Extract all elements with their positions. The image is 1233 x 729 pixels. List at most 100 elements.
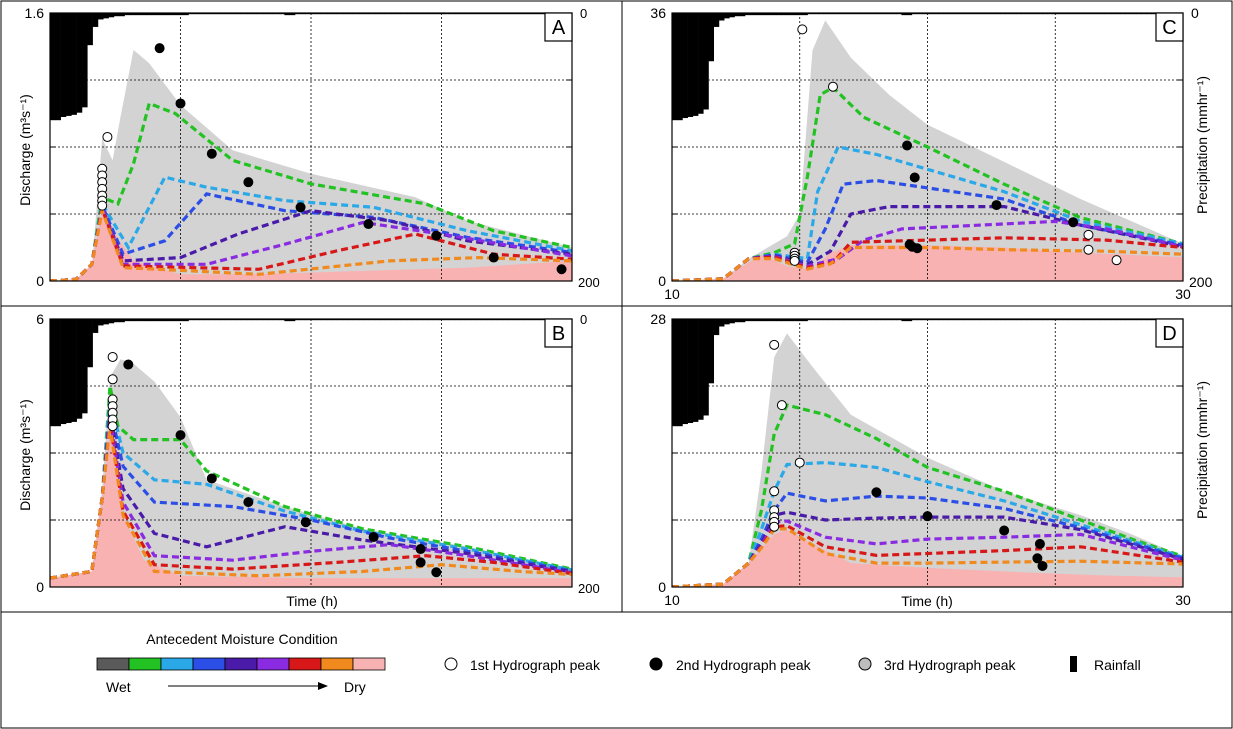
rainfall-bar: [786, 319, 793, 322]
rainfall-bar: [289, 319, 296, 322]
precip-label-top: Precipitation (mmhr⁻¹): [1194, 76, 1210, 214]
peak3-point: [1111, 255, 1122, 266]
rainfall-bar: [55, 319, 61, 427]
ytick-label-bottom: 0: [36, 273, 44, 289]
rainfall-bar: [797, 13, 803, 16]
ytick-label-top: 36: [650, 5, 666, 21]
rainfall-bar: [151, 13, 157, 16]
amc-color-bar: [96, 657, 386, 671]
amc-swatch-5: [256, 657, 290, 671]
rainfall-bar: [781, 319, 788, 322]
panel-letter-box: [1155, 12, 1184, 42]
xtick-label-right: 30: [1175, 286, 1191, 302]
rainfall-bar: [135, 13, 141, 16]
axis-ticks: [672, 318, 1183, 588]
rainfall-bar: [687, 319, 694, 423]
peak2-point: [154, 43, 165, 54]
rainfall-bar: [677, 13, 683, 121]
peak2-point: [295, 202, 306, 213]
peak2-point: [922, 511, 933, 522]
amc-swatch-7: [320, 657, 354, 671]
peak1-point: [102, 131, 113, 142]
rainfall-bar: [87, 319, 93, 368]
rainfall-bar: [60, 13, 67, 117]
rainfall-bar: [129, 319, 136, 322]
peak2-point: [1032, 553, 1043, 564]
rainfall-bar: [76, 13, 83, 113]
chart-panel-d: 28 010 30 D: [650, 311, 1191, 608]
rainfall-bar: [145, 319, 152, 322]
peak1-point: [789, 255, 800, 266]
legend-wet-label: Wet: [106, 679, 131, 695]
rainfall-bar: [739, 13, 746, 17]
rainfall-bar: [724, 13, 730, 19]
rainfall-bar: [776, 319, 782, 322]
legend-peak1-label: 1st Hydrograph peak: [470, 657, 601, 673]
precip-tick-label-bottom: 200: [578, 581, 600, 596]
rainfall-bar: [81, 319, 88, 414]
rainfall-bar: [791, 319, 798, 322]
peak1-point: [794, 457, 805, 468]
rainfall-bar: [755, 319, 761, 322]
ytick-label-bottom: 0: [658, 273, 666, 289]
peak1-point: [107, 374, 118, 385]
rainfall-bar: [161, 13, 168, 16]
peak1-point: [107, 421, 118, 432]
rainfall-bar: [103, 13, 109, 19]
legend-rainfall-marker: [1070, 656, 1077, 672]
rainfall-bar: [776, 13, 782, 16]
rainfall-bar: [60, 319, 67, 425]
rainfall-bar: [672, 13, 678, 121]
rainfall-bar: [682, 319, 688, 425]
rainfall-bar: [81, 13, 88, 108]
rainfall-bar: [802, 319, 808, 322]
rainfall-bar: [739, 319, 746, 323]
dry-condition-area: [50, 430, 572, 587]
legend-dry-label: Dry: [344, 679, 366, 695]
amc-swatch-0: [96, 657, 130, 671]
rainfall-bar: [289, 13, 296, 16]
grid: [50, 319, 572, 587]
rainfall-bar: [92, 319, 99, 333]
rainfall-bar: [802, 13, 808, 16]
grid: [50, 13, 572, 281]
precip-tick-label-bottom: 200: [1189, 274, 1213, 290]
legend-rainfall-label: Rainfall: [1094, 657, 1141, 673]
peak2-point: [431, 567, 442, 578]
peak2-point: [1034, 538, 1045, 549]
peak1-point: [107, 351, 118, 362]
amc-swatch-4: [224, 657, 258, 671]
rainfall-bar: [760, 319, 767, 322]
rainfall-bar: [771, 13, 777, 16]
rainfall-bar: [103, 319, 109, 325]
peak2-point: [871, 487, 882, 498]
peak2-point: [300, 517, 311, 528]
legend-amc-title: Antecedent Moisture Condition: [146, 631, 337, 647]
chart-panel-c: 36 0 0 200 10 30 C: [650, 5, 1212, 302]
peak1-point: [769, 339, 780, 350]
discharge-label-bottom: Discharge (m³s⁻¹): [17, 399, 33, 511]
peak-markers: [97, 43, 567, 275]
rainfall-bar: [113, 13, 120, 17]
rainfall-bar: [172, 319, 179, 322]
peak2-point: [368, 531, 379, 542]
rainfall-bar: [692, 13, 699, 116]
panel-plot-area: [672, 319, 1183, 587]
peak2-point: [1068, 217, 1079, 228]
rainfall-bar: [724, 319, 730, 325]
precip-tick-label-top: 0: [1191, 5, 1199, 21]
rainfall-bar: [113, 319, 120, 323]
precip-tick-label-top: 0: [580, 312, 587, 327]
rainfall-bar: [771, 319, 777, 322]
rainfall-bar: [906, 13, 913, 16]
rainfall-bar: [129, 13, 136, 16]
peak2-point: [206, 148, 217, 159]
rainfall-bar: [713, 13, 720, 27]
rainfall-bar: [87, 13, 93, 46]
amc-series-1: [672, 403, 1183, 587]
rainfall-bar: [698, 319, 704, 420]
amc-series-7: [672, 245, 1183, 281]
panel-letter: B: [552, 323, 565, 345]
